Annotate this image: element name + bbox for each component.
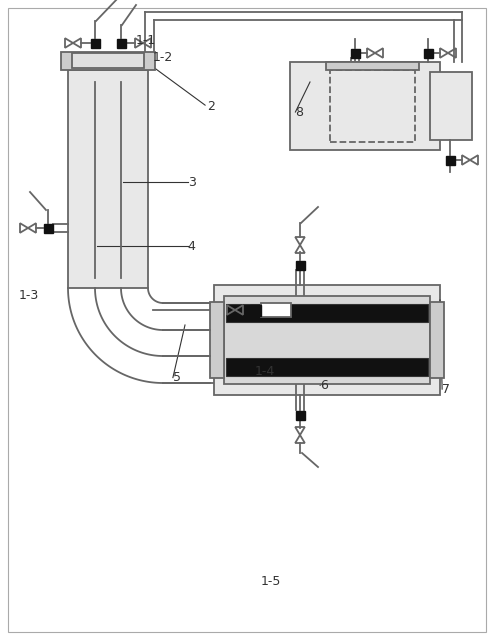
Bar (261, 303, 291, 317)
Bar (61, 52, 155, 70)
Bar (446, 156, 454, 164)
Bar (326, 62, 419, 70)
Bar (351, 49, 360, 58)
Bar (72, 53, 144, 68)
Bar (430, 302, 444, 378)
Text: 1-3: 1-3 (19, 289, 39, 302)
Text: 8: 8 (295, 106, 303, 118)
Text: 2: 2 (207, 100, 215, 113)
Bar (43, 223, 52, 232)
Bar (214, 285, 440, 395)
Bar (423, 49, 433, 58)
Bar (226, 358, 428, 376)
Bar (210, 302, 224, 378)
Text: 7: 7 (442, 383, 450, 396)
Bar (226, 304, 428, 322)
Text: 1-1: 1-1 (136, 35, 156, 47)
Text: 5: 5 (173, 371, 181, 384)
Bar (330, 70, 415, 142)
Text: 6: 6 (320, 379, 328, 392)
Text: 3: 3 (188, 176, 196, 189)
Bar (117, 38, 125, 47)
Text: 4: 4 (188, 240, 196, 253)
Text: 1-2: 1-2 (153, 51, 173, 64)
Bar (68, 70, 148, 288)
Bar (430, 72, 472, 140)
Bar (295, 410, 304, 419)
Bar (295, 260, 304, 269)
Text: 1-5: 1-5 (261, 575, 281, 588)
Bar (90, 38, 99, 47)
Text: 1-4: 1-4 (254, 365, 275, 378)
Bar (290, 62, 440, 150)
Bar (224, 296, 430, 384)
Bar (249, 305, 260, 316)
